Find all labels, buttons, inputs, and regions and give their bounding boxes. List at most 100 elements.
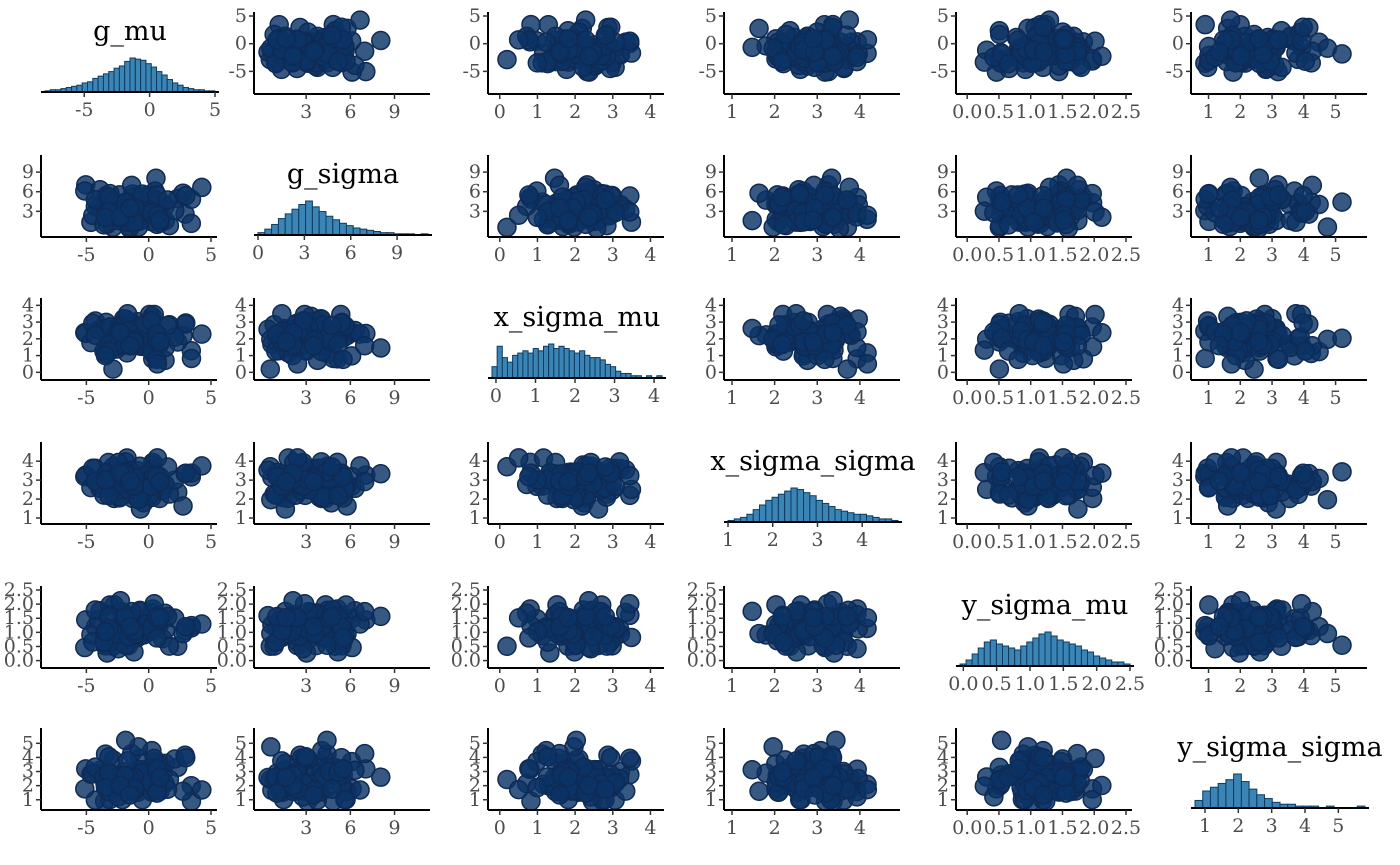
- scatter-point: [1067, 743, 1088, 764]
- scatter-point: [1205, 638, 1225, 659]
- scatter-point: [276, 28, 296, 49]
- x-tick-label: 2: [569, 531, 581, 553]
- scatter-point: [578, 775, 599, 796]
- panel-r4-c1: 3 6 90.00.51.01.52.02.5: [217, 579, 430, 697]
- x-tick-label: 2.5: [1111, 101, 1141, 123]
- scatter-point: [1249, 332, 1269, 352]
- hist-bar: [491, 366, 498, 379]
- scatter-point: [558, 472, 579, 492]
- hist-bar: [81, 82, 88, 93]
- hist-bar: [177, 84, 184, 93]
- hist-bar: [840, 510, 849, 523]
- scatter-point: [1230, 590, 1251, 611]
- y-tick-label: 4: [937, 450, 949, 472]
- scatter-point: [1198, 184, 1219, 204]
- y-tick-label: 5: [469, 5, 481, 27]
- y-tick-label: 4: [235, 450, 247, 472]
- x-tick-label: 3: [298, 242, 310, 264]
- x-tick-label: 1: [531, 244, 543, 266]
- scatter-point: [1229, 643, 1250, 663]
- scatter-point: [1092, 46, 1112, 67]
- scatter-point: [857, 608, 878, 628]
- y-tick-label: 4: [22, 450, 34, 472]
- hist-bar: [1020, 645, 1028, 667]
- x-tick-label: 6: [344, 531, 356, 553]
- scatter-point: [1268, 185, 1289, 205]
- y-tick-label: 9: [1172, 161, 1184, 183]
- scatter-point: [276, 472, 296, 492]
- x-tick-label: 1.0: [1016, 387, 1046, 409]
- x-tick-label: 5: [205, 244, 217, 266]
- scatter-point: [823, 590, 843, 611]
- x-tick-label: 2: [769, 675, 781, 697]
- scatter-point: [803, 607, 824, 628]
- y-tick-label: -5: [930, 60, 949, 82]
- x-tick-label: 4: [644, 675, 656, 697]
- scatter-point: [776, 24, 796, 45]
- scatter-point: [296, 747, 316, 767]
- x-tick-label: 1: [1202, 675, 1214, 697]
- scatter-point: [497, 636, 517, 657]
- hist-bar: [599, 359, 606, 379]
- hist-bar: [1264, 798, 1273, 809]
- x-tick-label: 3: [609, 385, 621, 407]
- scatter-point: [192, 177, 212, 198]
- scatter-point: [322, 315, 342, 336]
- scatter-point: [120, 616, 140, 637]
- hist-bar: [124, 60, 131, 93]
- scatter-point: [998, 215, 1019, 235]
- y-tick-label: 6: [705, 181, 717, 203]
- x-tick-label: 4: [854, 675, 866, 697]
- x-tick-label: 1.0: [1016, 101, 1046, 123]
- x-tick-label: 3: [300, 675, 312, 697]
- scatter-point: [566, 730, 587, 751]
- x-tick-label: 1: [1199, 815, 1211, 837]
- hist-bar: [1002, 645, 1010, 667]
- x-tick-label: 2.5: [1115, 673, 1145, 695]
- hist-bar: [1032, 637, 1040, 667]
- scatter-point: [1033, 17, 1053, 37]
- x-tick-label: 0.5: [984, 387, 1014, 409]
- x-tick-label: 1: [726, 675, 738, 697]
- x-tick-label: 2: [1234, 675, 1246, 697]
- variable-title-y_sigma_mu: y_sigma_mu: [961, 590, 1129, 621]
- scatter-point: [595, 457, 616, 477]
- y-tick-label: 0: [469, 33, 481, 55]
- hist-bar: [563, 348, 570, 379]
- scatter-point: [1195, 14, 1215, 35]
- y-tick-label: 5: [937, 732, 949, 754]
- hist-bar: [589, 357, 596, 379]
- x-tick-label: 0: [143, 675, 155, 697]
- scatter-point: [99, 486, 119, 506]
- scatter-point: [1053, 448, 1074, 468]
- y-tick-label: 2: [235, 488, 247, 510]
- hist-bar: [853, 513, 861, 523]
- scatter-point: [527, 207, 548, 228]
- scatter-point: [176, 463, 196, 484]
- x-tick-label: 2: [569, 244, 581, 266]
- panel-r0-c5: 1 2 3 4 5-505: [1165, 5, 1367, 123]
- variable-title-g_sigma: g_sigma: [287, 159, 399, 190]
- scatter-point: [749, 18, 769, 39]
- hist-bar: [496, 345, 503, 379]
- scatter-point: [147, 783, 167, 803]
- x-tick-label: 1.0: [1016, 244, 1046, 266]
- scatter-point: [1317, 217, 1338, 237]
- scatter-point: [763, 737, 783, 757]
- x-tick-label: 9: [391, 242, 403, 264]
- x-tick-label: 1: [531, 101, 543, 123]
- hist-bar: [1194, 799, 1204, 809]
- hist-bar: [1068, 643, 1076, 667]
- x-tick-label: 1.5: [1047, 387, 1077, 409]
- scatter-point: [823, 46, 843, 67]
- x-tick-label: 3: [1266, 815, 1278, 837]
- hist-bar: [92, 77, 99, 93]
- x-tick-label: 3: [1266, 244, 1278, 266]
- x-tick-label: 1: [726, 817, 738, 839]
- y-tick-label: 1: [22, 345, 34, 367]
- scatter-point: [772, 334, 792, 355]
- scatter-point: [793, 311, 813, 331]
- hist-bar: [746, 513, 754, 523]
- x-tick-label: 0.0: [952, 101, 982, 123]
